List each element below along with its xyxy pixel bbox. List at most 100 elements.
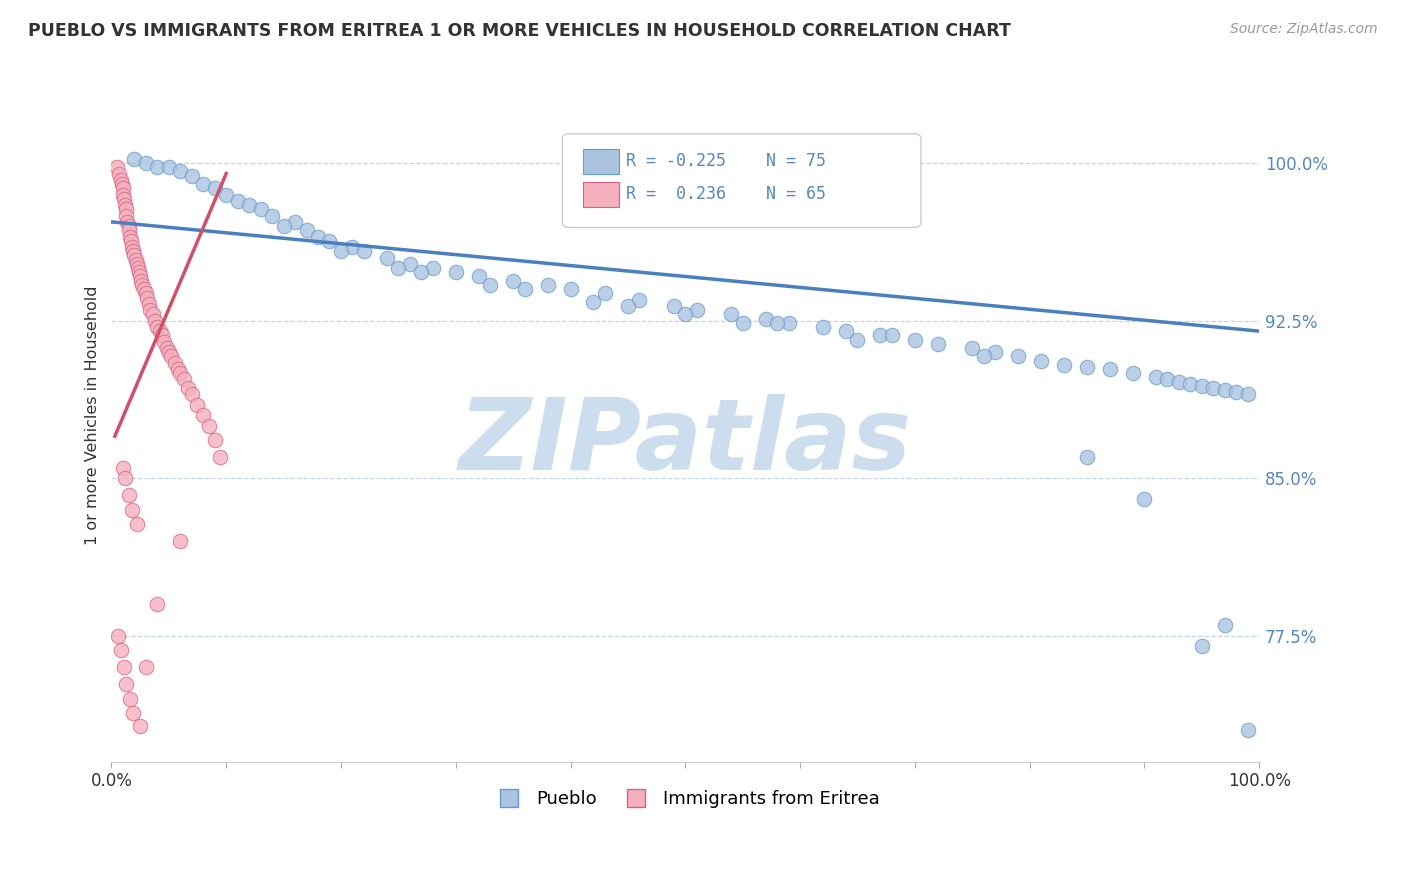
Point [138, 297, 160, 311]
Point [1053, 358, 1076, 372]
Point [114, 198, 136, 212]
Point [160, 349, 183, 363]
Point [353, 244, 375, 259]
Point [869, 328, 891, 343]
Point [121, 240, 143, 254]
Point [108, 167, 131, 181]
Point [273, 219, 295, 233]
Text: PUEBLO VS IMMIGRANTS FROM ERITREA 1 OR MORE VEHICLES IN HOUSEHOLD CORRELATION CH: PUEBLO VS IMMIGRANTS FROM ERITREA 1 OR M… [28, 22, 1011, 40]
Point [479, 277, 502, 292]
Point [173, 372, 195, 386]
Point [169, 534, 191, 549]
Point [193, 177, 215, 191]
Point [143, 313, 166, 327]
Point [120, 234, 142, 248]
Y-axis label: 1 or more Vehicles in Household: 1 or more Vehicles in Household [86, 285, 100, 545]
Point [398, 257, 420, 271]
Point [295, 223, 318, 237]
Point [686, 303, 709, 318]
Point [1133, 492, 1156, 507]
Point [226, 194, 249, 208]
Point [755, 311, 778, 326]
Point [720, 307, 742, 321]
Point [142, 307, 165, 321]
Point [150, 328, 173, 343]
Point [111, 177, 134, 191]
Point [193, 408, 215, 422]
Point [115, 677, 138, 691]
Point [444, 265, 467, 279]
Point [1202, 381, 1225, 395]
Point [115, 202, 138, 217]
Point [155, 341, 177, 355]
Point [163, 356, 186, 370]
Point [1144, 370, 1167, 384]
Point [169, 164, 191, 178]
Point [1007, 349, 1029, 363]
Point [846, 333, 869, 347]
Legend: Pueblo, Immigrants from Eritrea: Pueblo, Immigrants from Eritrea [484, 782, 887, 815]
Text: R =  0.236    N = 65: R = 0.236 N = 65 [626, 186, 825, 203]
Point [662, 299, 685, 313]
Point [146, 161, 169, 175]
Point [1076, 450, 1098, 465]
Point [880, 328, 903, 343]
Point [387, 261, 409, 276]
Point [180, 387, 202, 401]
Point [117, 223, 139, 237]
Point [153, 334, 176, 349]
Point [513, 282, 536, 296]
Point [330, 244, 353, 259]
Point [262, 209, 284, 223]
Text: ZIPatlas: ZIPatlas [458, 394, 912, 491]
Point [169, 366, 191, 380]
Point [136, 291, 159, 305]
Point [180, 169, 202, 183]
Point [129, 274, 152, 288]
Point [318, 234, 340, 248]
Point [1180, 376, 1202, 391]
Point [124, 248, 146, 262]
Point [129, 719, 152, 733]
Point [157, 345, 180, 359]
Point [1076, 359, 1098, 374]
Point [560, 282, 582, 296]
Point [124, 152, 146, 166]
Point [112, 192, 135, 206]
Point [125, 517, 148, 532]
Point [811, 319, 834, 334]
Point [125, 257, 148, 271]
Point [1225, 385, 1247, 400]
Point [135, 156, 157, 170]
Point [342, 240, 364, 254]
Point [582, 294, 605, 309]
Point [1213, 618, 1236, 632]
Text: Source: ZipAtlas.com: Source: ZipAtlas.com [1230, 22, 1378, 37]
Point [536, 277, 558, 292]
Point [105, 161, 128, 175]
Point [766, 316, 789, 330]
Point [117, 219, 139, 233]
Point [617, 299, 640, 313]
Point [114, 471, 136, 485]
Point [1167, 375, 1189, 389]
Point [927, 336, 949, 351]
Point [128, 265, 150, 279]
Point [186, 398, 208, 412]
Point [1236, 387, 1258, 401]
Point [112, 660, 135, 674]
Point [204, 434, 226, 448]
Point [628, 293, 651, 307]
Point [467, 269, 489, 284]
Point [122, 244, 145, 259]
Point [284, 215, 307, 229]
Point [238, 198, 260, 212]
Point [110, 173, 132, 187]
Point [121, 502, 143, 516]
Point [118, 691, 141, 706]
Point [117, 215, 139, 229]
Point [411, 265, 433, 279]
Point [984, 345, 1007, 359]
Point [960, 341, 983, 355]
Point [215, 187, 238, 202]
